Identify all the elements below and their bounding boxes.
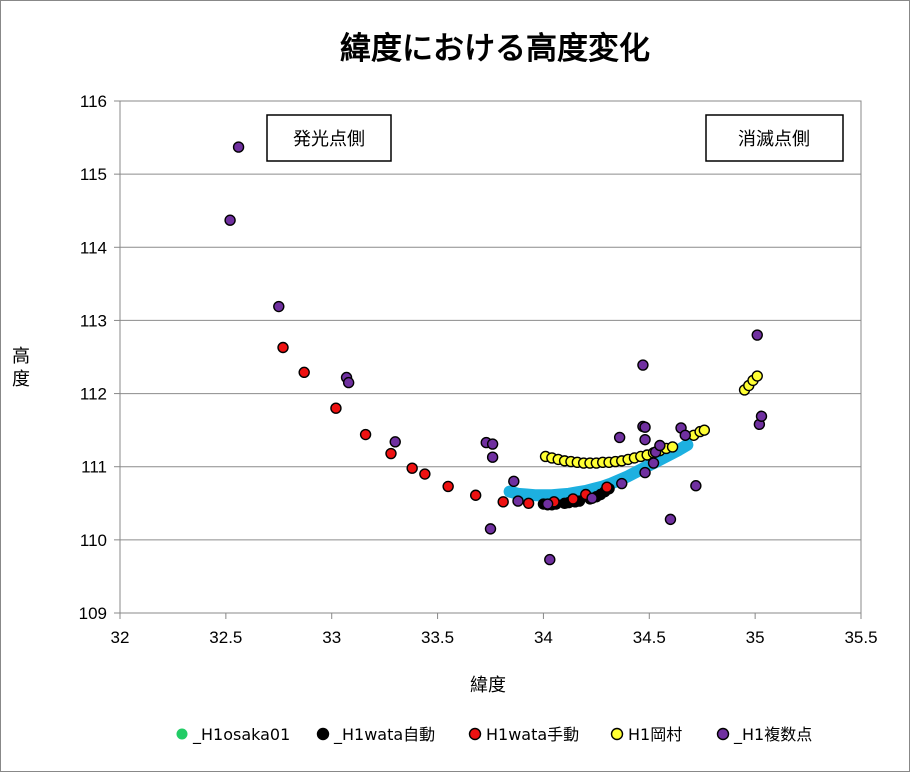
legend-label: _H1wata自動 [333,725,435,745]
legend-marker [468,727,482,741]
annotation-box-emission [266,114,392,162]
annotation-emission-label: 発光点側 [293,129,365,150]
series-5 [224,141,768,566]
y-tick-label: 111 [81,458,107,477]
data-point [639,466,651,479]
x-tick-label: 33.5 [421,628,454,647]
data-point [504,486,515,497]
data-point [389,436,401,448]
x-tick-label: 34 [534,628,553,647]
legend-marker [716,727,730,741]
annotation-box-extinction [705,114,844,162]
data-point [647,457,660,469]
x-tick-label: 35 [746,628,765,647]
data-point [679,429,691,441]
data-point [698,424,711,436]
y-tick-label: 114 [80,238,107,257]
annotation-extinction-label: 消滅点側 [738,129,810,150]
x-axis-label: 緯度 [470,675,506,696]
annotation-extinction-side: 消滅点側 [705,114,844,162]
y-axis-label-char-2: 度 [12,369,30,390]
data-point [755,410,768,422]
data-point [751,370,763,382]
data-point [567,493,579,505]
x-tick-label: 34.5 [633,628,666,647]
x-tick-label: 32.5 [209,628,242,647]
data-point [232,141,245,153]
data-point [486,438,499,450]
data-point [385,447,397,460]
data-point [623,471,634,482]
data-point [664,513,677,526]
legend: _H1osaka01 _H1wata自動 H1wata手動 H1岡村 _H1複数点 [176,725,812,745]
data-point [406,462,418,474]
legend-marker [176,728,188,740]
data-point [586,492,598,504]
legend-label: _H1osaka01 [192,725,290,745]
data-point [442,480,454,493]
data-point [486,451,499,463]
chart-title: 緯度における高度変化 [340,31,650,67]
data-point [224,214,236,226]
data-point [342,376,355,389]
data-point [639,433,651,446]
data-point [751,329,763,341]
data-point [298,366,310,379]
legend-label: H1wata手動 [486,725,579,744]
series-4 [539,370,763,469]
data-point [555,489,566,500]
data-point [512,495,524,507]
x-tick-label: 35.5 [844,628,877,647]
data-point [666,441,679,453]
y-axis-label-char-1: 高 [12,346,30,367]
data-point [522,497,535,509]
data-point [637,359,649,371]
data-point [631,466,642,477]
legend-marker [316,727,330,741]
data-point [654,439,666,452]
data-point [521,489,532,500]
legend-marker [610,727,624,741]
data-point [359,428,372,441]
x-tick-label: 33 [322,628,341,647]
y-tick-label: 113 [80,311,107,330]
data-point [538,490,549,501]
y-tick-label: 116 [80,92,107,111]
data-point [639,421,651,433]
legend-label: _H1複数点 [733,725,812,745]
legend-label: H1岡村 [628,725,682,744]
series-3 [277,341,613,509]
data-point [330,402,342,414]
data-point [469,489,482,501]
gridlines [120,100,861,614]
y-tick-label: 112 [80,385,107,404]
data-point [273,300,285,313]
data-point [541,498,554,510]
data-point [616,477,628,490]
plot-area [119,100,862,614]
data-point [497,496,509,508]
y-tick-label: 115 [80,165,107,184]
data-point [544,553,556,566]
data-point [601,481,613,493]
x-tick-label: 32 [111,628,130,647]
data-series [224,141,768,566]
data-point [277,341,289,354]
y-tick-label: 110 [80,531,107,550]
x-axis-ticks: 32 32.5 33 33.5 34 34.5 35 35.5 [111,613,878,647]
data-point [682,439,693,450]
data-point [508,475,520,488]
annotation-emission-side: 発光点側 [266,114,392,162]
data-point [419,468,431,480]
data-point [484,523,497,535]
data-point [529,490,540,501]
data-point [613,431,626,444]
y-axis-ticks: 109 110 111 112 113 114 115 116 [79,92,120,623]
y-tick-label: 109 [79,604,107,623]
data-point [690,480,702,492]
